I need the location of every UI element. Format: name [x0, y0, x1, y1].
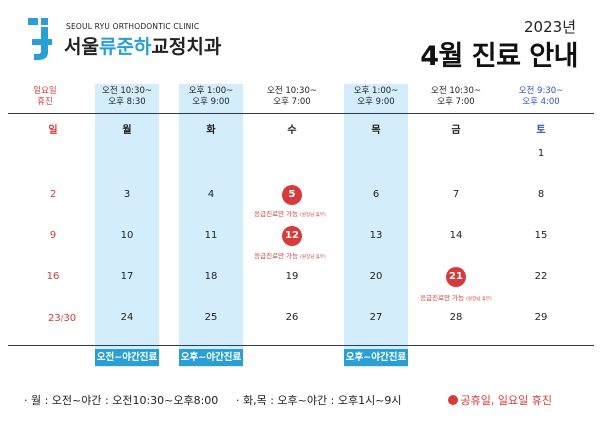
calendar-day-emergency: 21 [446, 267, 466, 287]
calendar-day: 15 [534, 230, 548, 241]
clinic-name-part-1: 서울 [64, 36, 99, 58]
weekday-sunday: 일 [48, 125, 58, 136]
calendar-day-emergency: 5 [282, 185, 302, 205]
weekday-tuesday: 화 [206, 125, 216, 136]
emergency-note: 응급진료만 가능 (원장님 휴무) [420, 294, 492, 302]
hours-monday: 오전 10:30~ 오후 8:30 [102, 86, 152, 107]
calendar-day: 28 [449, 312, 463, 323]
hours-tuesday: 오후 1:00~ 오후 9:00 [188, 86, 234, 107]
calendar-day: 3 [123, 189, 131, 200]
calendar-day: 10 [120, 230, 134, 241]
hours-thursday: 오후 1:00~ 오후 9:00 [353, 86, 399, 107]
calendar-day: 27 [369, 312, 383, 323]
calendar-day: 1 [537, 148, 545, 159]
calendar-day: 7 [452, 189, 460, 200]
weekday-friday: 금 [451, 125, 461, 136]
thursday-night-clinic-label: 오후~야간진료 [344, 349, 408, 366]
legend-tue-thu-hours: · 화,목 : 오후~야간 : 오후1시~9시 [236, 394, 402, 407]
monday-night-clinic-label: 오전~야간진료 [95, 349, 159, 366]
page-title: 4월 진료 안내 [420, 41, 578, 72]
calendar-day: 9 [49, 230, 57, 241]
monday-column-highlight [95, 84, 159, 367]
hours-sunday: 일요일 휴진 [33, 86, 57, 107]
calendar-day: 17 [120, 271, 134, 282]
legend-holiday: 공휴일, 일요일 휴진 [447, 392, 552, 408]
emergency-note: 응급진료만 가능 (원장님 휴무) [254, 252, 326, 260]
calendar-day: 2 [49, 189, 57, 200]
calendar-day-combined-sunday: 23/30 [48, 313, 77, 324]
calendar-day: 4 [207, 189, 215, 200]
calendar-day: 13 [369, 230, 383, 241]
calendar-day: 16 [46, 271, 60, 282]
calendar-day: 19 [285, 271, 299, 282]
clinic-logo-icon [28, 18, 52, 60]
hours-friday: 오전 10:30~ 오후 7:00 [431, 86, 481, 107]
hours-saturday: 오전 9:30~ 오후 4:00 [518, 86, 564, 107]
clinic-name-part-2: 류준하 [98, 36, 152, 58]
divider-top [8, 113, 594, 114]
calendar-day: 25 [204, 312, 218, 323]
divider-bottom [8, 345, 594, 346]
calendar-day: 22 [534, 271, 548, 282]
calendar-day: 11 [204, 230, 218, 241]
clinic-name-part-3: 교정치과 [151, 36, 222, 58]
calendar-day: 26 [285, 312, 299, 323]
thursday-column-highlight [344, 84, 408, 367]
calendar-day: 18 [204, 271, 218, 282]
calendar-day: 14 [449, 230, 463, 241]
clinic-name-korean: 서울류준하교정치과 [64, 32, 221, 59]
year-label: 2023년 [524, 18, 576, 36]
hours-wednesday: 오전 10:30~ 오후 7:00 [267, 86, 317, 107]
calendar-day: 29 [534, 312, 548, 323]
clinic-name-english: SEOUL RYU ORTHODONTIC CLINIC [66, 22, 200, 31]
calendar-day: 24 [120, 312, 134, 323]
weekday-wednesday: 수 [287, 125, 297, 136]
red-dot-icon [447, 395, 458, 405]
calendar-day: 20 [369, 271, 383, 282]
tuesday-column-highlight [179, 84, 243, 367]
tuesday-night-clinic-label: 오후~야간진료 [179, 349, 243, 366]
emergency-note: 응급진료만 가능 (원장님 휴무) [254, 210, 326, 218]
weekday-thursday: 목 [371, 125, 381, 136]
weekday-saturday: 토 [536, 125, 546, 136]
calendar-day-emergency: 12 [282, 226, 302, 246]
calendar-day: 8 [537, 189, 545, 200]
legend-monday-hours: · 월 : 오전~야간 : 오전10:30~오후8:00 [24, 394, 219, 407]
calendar-day: 6 [372, 189, 380, 200]
weekday-monday: 월 [122, 125, 132, 136]
